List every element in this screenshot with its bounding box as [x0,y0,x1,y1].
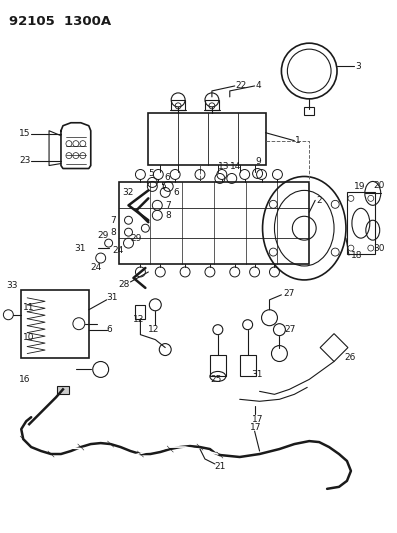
Text: 6: 6 [173,188,179,197]
Text: 12: 12 [133,315,144,324]
Text: 2: 2 [316,196,322,205]
Text: 18: 18 [351,251,362,260]
Text: 7: 7 [111,216,116,225]
Bar [57,386,69,394]
Text: 1: 1 [295,136,301,145]
Text: 24: 24 [91,263,102,272]
Text: 26: 26 [344,353,355,362]
Bar [240,354,256,376]
Text: 6: 6 [164,173,170,182]
Text: 11: 11 [23,303,35,312]
Text: 6: 6 [107,325,112,334]
Text: 13: 13 [218,162,229,171]
Text: 32: 32 [123,188,134,197]
Text: 17: 17 [252,415,263,424]
Bar [148,113,266,165]
Bar [205,100,219,110]
Text: 92105  1300A: 92105 1300A [10,15,112,28]
Text: 24: 24 [113,246,124,255]
Text: 30: 30 [374,244,385,253]
Bar [210,354,226,376]
Bar [21,290,89,358]
Text: 4: 4 [256,82,261,91]
Bar [171,100,185,110]
Text: 29: 29 [131,233,142,243]
Bar [119,182,309,264]
Bar [304,107,314,115]
Text: 8: 8 [111,228,116,237]
Text: 31: 31 [107,293,118,302]
Text: 17: 17 [250,423,261,432]
Text: 20: 20 [374,181,385,190]
Text: 28: 28 [119,280,130,289]
Text: 21: 21 [214,463,225,472]
Text: 31: 31 [252,370,263,379]
Text: 16: 16 [19,375,31,384]
Text: 3: 3 [355,61,360,70]
Bar [347,192,375,254]
Text: 5: 5 [148,169,154,178]
Bar [135,305,145,319]
Text: 7: 7 [165,201,171,210]
Text: 15: 15 [19,129,31,138]
Text: 10: 10 [23,333,35,342]
Text: 23: 23 [19,156,31,165]
Text: 5: 5 [160,182,166,191]
Text: 27: 27 [284,325,296,334]
Text: 27: 27 [283,289,295,298]
Text: 22: 22 [236,82,247,91]
Text: 29: 29 [98,231,109,240]
Text: 9: 9 [256,157,261,166]
Text: 31: 31 [74,244,86,253]
Text: 14: 14 [230,162,241,171]
Text: 8: 8 [165,211,171,220]
Text: 33: 33 [6,281,18,290]
Text: 19: 19 [354,182,365,191]
Text: 25: 25 [210,375,221,384]
Text: 12: 12 [148,325,160,334]
